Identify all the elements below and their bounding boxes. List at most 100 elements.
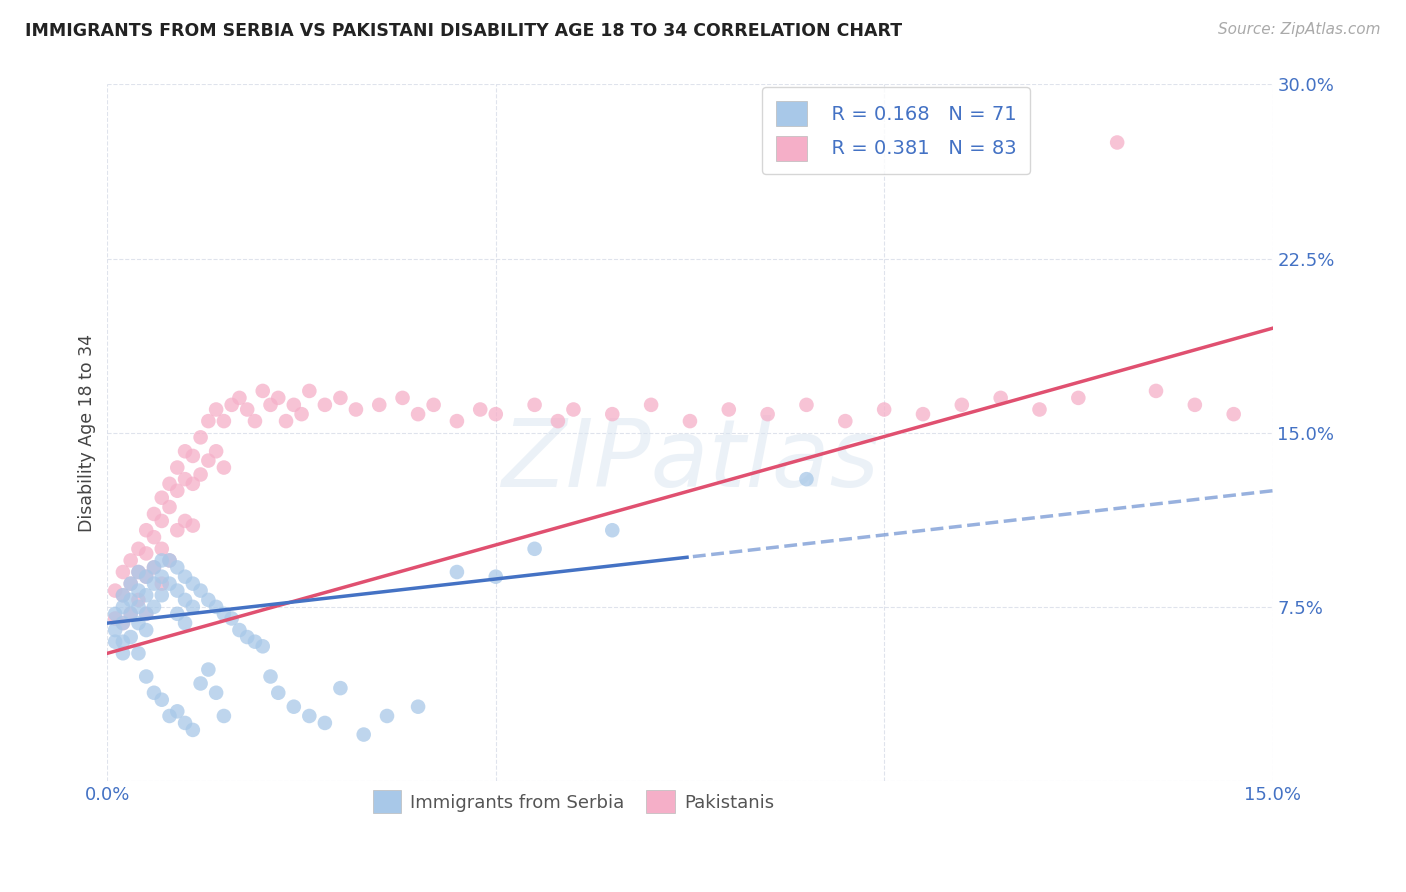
Point — [159, 476, 181, 491]
Point — [298, 709, 321, 723]
Point — [252, 384, 274, 398]
Point — [314, 398, 336, 412]
Point — [143, 530, 166, 544]
Point — [562, 402, 585, 417]
Point — [523, 398, 546, 412]
Point — [135, 569, 157, 583]
Point — [111, 616, 134, 631]
Point — [181, 576, 204, 591]
Point — [221, 611, 243, 625]
Point — [485, 407, 508, 421]
Point — [221, 398, 243, 412]
Point — [104, 583, 127, 598]
Point — [111, 565, 134, 579]
Point — [353, 727, 375, 741]
Point — [104, 611, 127, 625]
Point — [197, 453, 219, 467]
Point — [197, 663, 219, 677]
Point — [181, 599, 204, 614]
Point — [796, 398, 818, 412]
Point — [120, 607, 142, 621]
Point — [166, 560, 188, 574]
Point — [600, 407, 623, 421]
Y-axis label: Disability Age 18 to 34: Disability Age 18 to 34 — [79, 334, 96, 532]
Point — [1028, 402, 1050, 417]
Point — [283, 398, 305, 412]
Point — [159, 500, 181, 514]
Point — [375, 709, 398, 723]
Point — [135, 546, 157, 560]
Point — [166, 460, 188, 475]
Point — [547, 414, 569, 428]
Point — [111, 616, 134, 631]
Point — [679, 414, 702, 428]
Point — [166, 483, 188, 498]
Point — [150, 569, 173, 583]
Point — [236, 630, 259, 644]
Point — [523, 541, 546, 556]
Point — [127, 616, 149, 631]
Point — [111, 588, 134, 602]
Point — [1144, 384, 1167, 398]
Point — [135, 523, 157, 537]
Point — [259, 398, 281, 412]
Point — [368, 398, 391, 412]
Point — [796, 472, 818, 486]
Point — [111, 588, 134, 602]
Point — [111, 634, 134, 648]
Point — [150, 514, 173, 528]
Point — [1067, 391, 1090, 405]
Point — [228, 391, 250, 405]
Text: Source: ZipAtlas.com: Source: ZipAtlas.com — [1218, 22, 1381, 37]
Point — [283, 699, 305, 714]
Point — [150, 541, 173, 556]
Point — [143, 576, 166, 591]
Point — [174, 616, 197, 631]
Point — [159, 576, 181, 591]
Point — [446, 565, 468, 579]
Point — [470, 402, 492, 417]
Point — [205, 444, 228, 458]
Point — [290, 407, 312, 421]
Point — [174, 715, 197, 730]
Point — [911, 407, 934, 421]
Text: ZIPatlas: ZIPatlas — [501, 415, 879, 506]
Point — [127, 565, 149, 579]
Point — [181, 518, 204, 533]
Point — [259, 669, 281, 683]
Point — [150, 588, 173, 602]
Point — [274, 414, 297, 428]
Point — [298, 384, 321, 398]
Point — [329, 391, 352, 405]
Point — [600, 523, 623, 537]
Point — [135, 669, 157, 683]
Point — [135, 569, 157, 583]
Point — [329, 681, 352, 695]
Point — [1107, 136, 1129, 150]
Point — [120, 553, 142, 567]
Point — [197, 414, 219, 428]
Point — [950, 398, 973, 412]
Point — [111, 646, 134, 660]
Point — [756, 407, 779, 421]
Point — [212, 709, 235, 723]
Point — [640, 398, 662, 412]
Point — [127, 541, 149, 556]
Point — [166, 607, 188, 621]
Point — [127, 565, 149, 579]
Point — [127, 583, 149, 598]
Point — [120, 576, 142, 591]
Point — [143, 507, 166, 521]
Point — [135, 623, 157, 637]
Point — [127, 646, 149, 660]
Point — [190, 467, 212, 482]
Point — [243, 414, 266, 428]
Point — [181, 476, 204, 491]
Point — [120, 607, 142, 621]
Legend: Immigrants from Serbia, Pakistanis: Immigrants from Serbia, Pakistanis — [361, 780, 785, 824]
Point — [190, 430, 212, 444]
Point — [174, 593, 197, 607]
Point — [174, 444, 197, 458]
Point — [159, 553, 181, 567]
Point — [150, 692, 173, 706]
